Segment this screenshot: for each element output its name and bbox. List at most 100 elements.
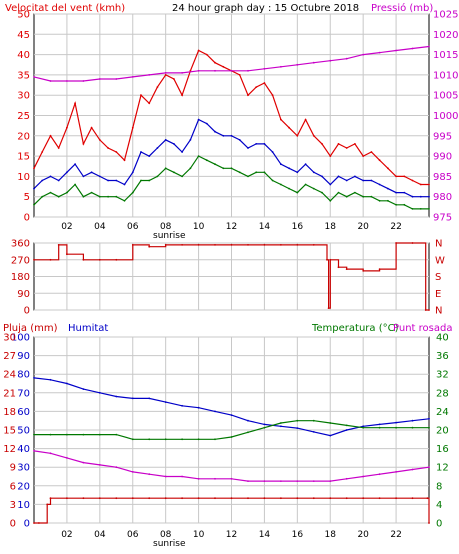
point-gust-45	[403, 175, 406, 178]
y-tick-pressure-alt-1015: 1015	[433, 50, 458, 61]
point-lower-30	[280, 183, 282, 186]
point-humidity-1	[49, 378, 52, 381]
point-lower-11	[123, 199, 126, 202]
point-gust-34	[312, 134, 315, 137]
y-tick-pressure-alt-1020: 1020	[433, 30, 458, 41]
point-direction-15	[263, 244, 266, 246]
y-tick-temp-alt-4: 4	[436, 500, 442, 511]
point-lower-40	[362, 195, 365, 198]
point-lower-33	[304, 183, 307, 186]
point-pressure-1	[49, 80, 52, 82]
point-average-34	[312, 171, 315, 174]
point-humidity-0	[33, 377, 35, 379]
point-direction-22	[337, 266, 340, 269]
point-gust-40	[362, 155, 365, 158]
point-lower-35	[321, 191, 323, 194]
y-tick-wind-45: 45	[17, 30, 30, 41]
x-tick-bottom-08: 08	[160, 530, 172, 540]
point-temperature-3	[82, 433, 85, 436]
y-tick-pressure-alt-975: 975	[433, 213, 452, 224]
point-humidity-19	[345, 429, 348, 431]
point-gust-27	[255, 86, 258, 88]
x-tick-bottom-06: 06	[127, 530, 139, 540]
point-average-3	[57, 179, 60, 182]
point-lower-19	[189, 167, 192, 170]
point-lower-48	[428, 208, 430, 210]
point-direction-7	[131, 244, 134, 246]
point-average-4	[66, 171, 68, 174]
point-average-47	[419, 195, 422, 198]
point-gust-13	[140, 94, 142, 97]
compass-tick-2: S	[435, 272, 441, 283]
point-lower-20	[197, 155, 200, 158]
point-gust-11	[123, 159, 126, 162]
point-rain-8	[131, 497, 134, 500]
point-temperature-1	[49, 433, 52, 436]
y-tick-rain-24: 24	[3, 370, 16, 381]
point-dewpoint-5	[115, 466, 118, 469]
point-humidity-15	[280, 425, 282, 428]
point-rain-9	[148, 497, 151, 500]
y-tick-dir-360: 360	[11, 239, 30, 250]
y-tick-wind-50: 50	[17, 10, 30, 21]
point-average-10	[115, 179, 118, 182]
point-lower-6	[82, 195, 85, 198]
point-rain-14	[230, 497, 233, 500]
point-dewpoint-16	[296, 480, 299, 482]
point-rain-21	[345, 497, 348, 500]
tick-layer: 0202040406060808101012121414161618182020…	[3, 10, 458, 541]
point-average-18	[181, 151, 184, 153]
point-direction-13	[230, 244, 233, 246]
point-direction-4	[82, 258, 85, 261]
x-tick-bottom-14: 14	[259, 530, 271, 540]
point-gust-7	[90, 126, 93, 129]
point-pressure-4	[98, 78, 101, 80]
point-temperature-23	[411, 426, 414, 429]
point-humidity-17	[312, 431, 315, 433]
x-tick-top-08: 08	[160, 222, 172, 232]
point-temperature-9	[181, 438, 184, 441]
point-humidity-4	[98, 391, 101, 394]
compass-tick-4: N	[435, 306, 442, 317]
point-gust-43	[387, 167, 389, 170]
point-average-29	[271, 151, 274, 153]
point-lower-12	[131, 191, 134, 194]
point-dewpoint-11	[214, 477, 216, 480]
point-temperature-20	[362, 426, 365, 429]
point-temperature-14	[263, 426, 266, 429]
point-temperature-7	[148, 438, 151, 441]
point-temperature-24	[428, 426, 430, 429]
point-average-42	[378, 183, 381, 186]
point-average-24	[230, 134, 233, 137]
point-temperature-18	[329, 422, 332, 424]
y-tick-wind-40: 40	[17, 50, 30, 61]
point-direction-6	[115, 258, 118, 261]
point-pressure-21	[378, 51, 381, 54]
y-tick-temp-alt-8: 8	[436, 481, 442, 492]
y-tick-rain-21: 21	[3, 388, 16, 399]
x-tick-bottom-20: 20	[357, 530, 369, 540]
point-humidity-3	[82, 388, 85, 390]
point-average-8	[98, 175, 101, 178]
point-average-13	[140, 151, 142, 153]
x-tick-top-18: 18	[325, 222, 337, 232]
sunrise-label-bottom: sunrise	[153, 539, 186, 549]
point-gust-41	[370, 151, 373, 153]
point-lower-15	[156, 175, 159, 178]
point-gust-42	[378, 159, 381, 162]
point-lower-44	[395, 203, 397, 206]
point-temperature-19	[345, 424, 348, 427]
point-average-17	[173, 143, 175, 145]
point-dewpoint-7	[148, 473, 151, 476]
point-humidity-13	[247, 419, 249, 422]
point-direction-27	[411, 242, 414, 244]
point-rain-10	[164, 497, 167, 500]
point-lower-8	[98, 195, 101, 198]
x-tick-top-12: 12	[226, 222, 237, 232]
y-tick-pressure-alt-995: 995	[433, 131, 452, 142]
point-humidity-8	[164, 401, 167, 403]
point-gust-25	[238, 74, 241, 76]
point-pressure-16	[296, 63, 299, 66]
point-average-41	[370, 179, 373, 182]
point-humidity-6	[131, 397, 134, 400]
